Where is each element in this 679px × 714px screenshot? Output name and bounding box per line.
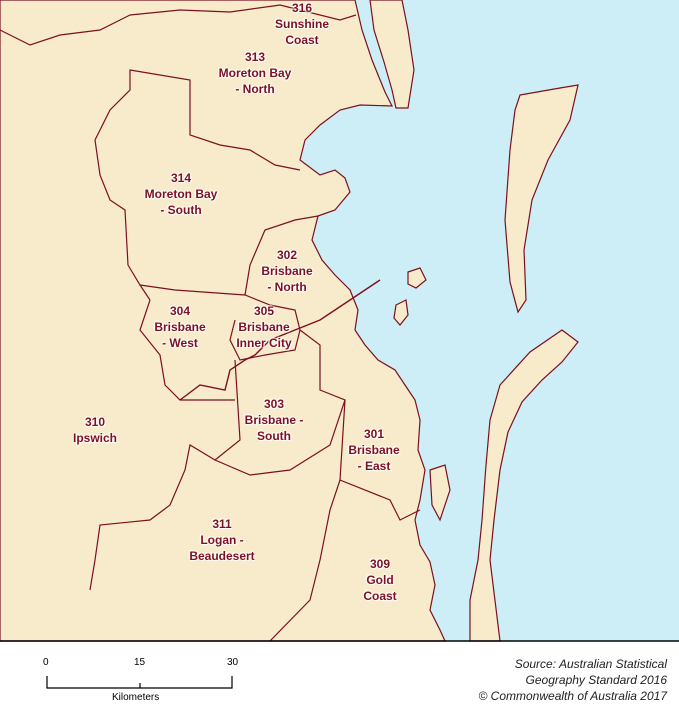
region-label-304: 304 Brisbane - West (154, 304, 206, 350)
bribie-island (369, 0, 415, 109)
region-boundaries (0, 4, 421, 642)
region-label-301: 301 Brisbane - East (348, 427, 400, 473)
mainland (0, 0, 446, 642)
moreton-island (504, 84, 579, 314)
region-label-314: 314 Moreton Bay - South (144, 171, 218, 217)
island (393, 299, 409, 326)
island (407, 267, 427, 289)
source-note: Source: Australian Statistical Geography… (479, 656, 668, 704)
region-label-303: 303 Brisbane - South (244, 397, 304, 443)
region-label-309: 309 Gold Coast (363, 557, 397, 603)
source-line: Source: Australian Statistical (514, 657, 667, 671)
brisbane-river (179, 279, 381, 401)
scale-bar-line (46, 676, 233, 689)
region-label-305: 305 Brisbane Inner City (236, 304, 292, 350)
region-label-313: 313 Moreton Bay - North (218, 50, 292, 96)
scale-tick-0: 0 (43, 657, 49, 668)
scale-unit: Kilometers (112, 692, 160, 703)
source-line: Geography Standard 2016 (525, 673, 667, 687)
region-label-302: 302 Brisbane - North (261, 248, 313, 294)
region-label-316: 316 Sunshine Coast (274, 1, 330, 47)
scale-tick-30: 30 (227, 657, 239, 668)
region-label-310: 310 Ipswich (72, 415, 118, 445)
island (429, 464, 451, 522)
scale-tick-15: 15 (134, 657, 146, 668)
copyright-line: © Commonwealth of Australia 2017 (478, 689, 668, 703)
map (0, 0, 679, 642)
region-label-311: 311 Logan - Beaudesert (189, 517, 255, 563)
